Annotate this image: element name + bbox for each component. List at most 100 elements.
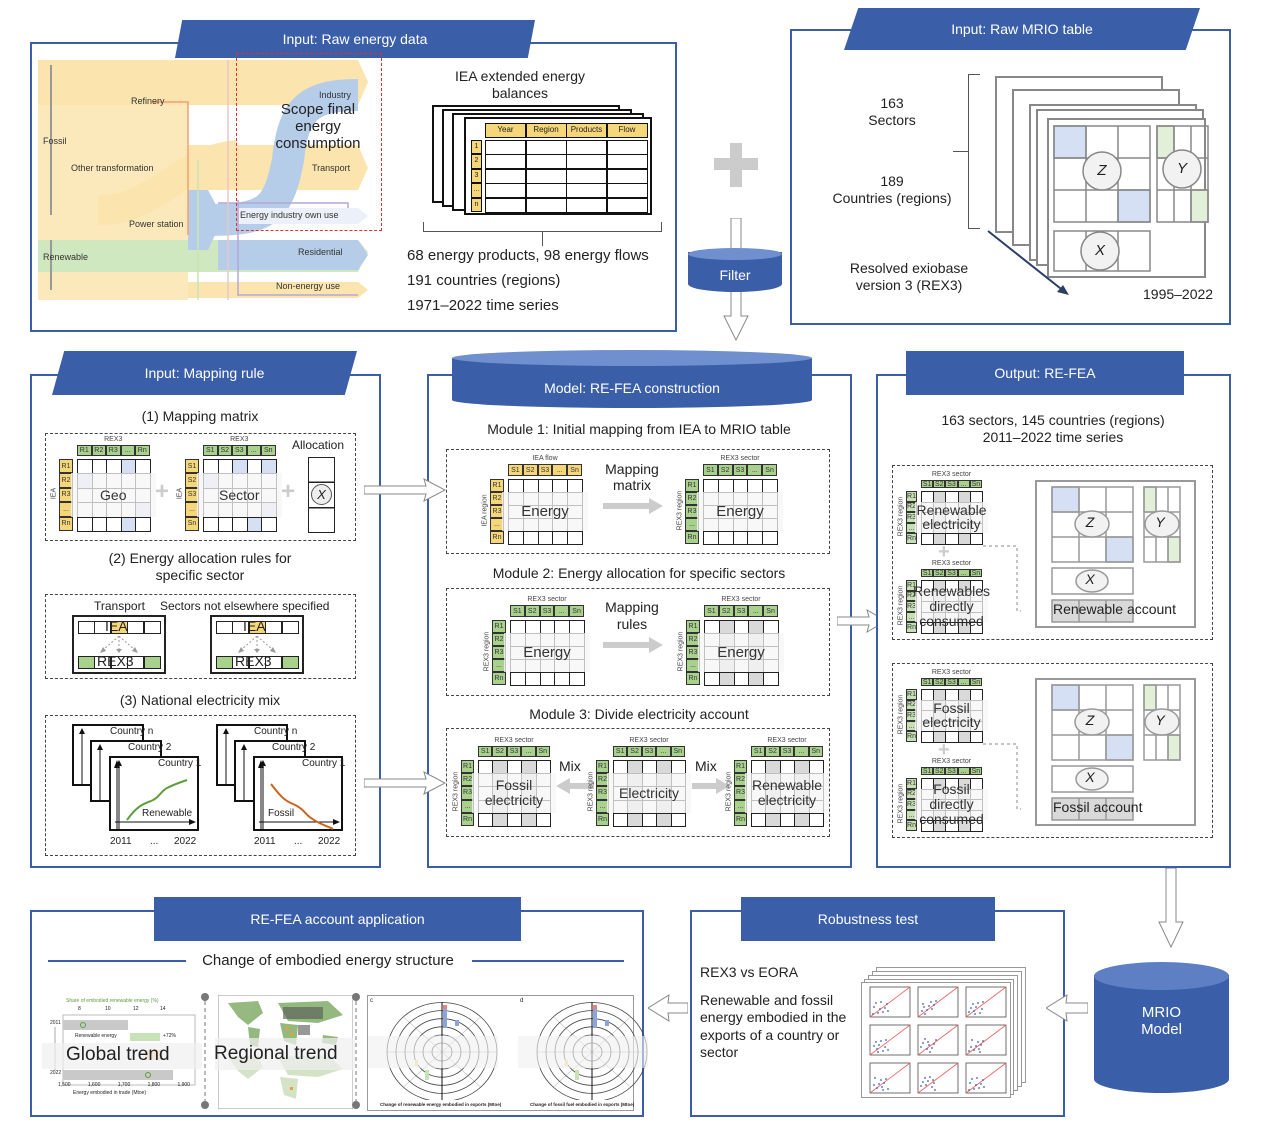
column-header: Sn	[261, 445, 276, 456]
overlay-band	[215, 1038, 355, 1070]
matrix-cell	[751, 812, 767, 827]
sankey-label-non-energy-use: Non-energy use	[276, 281, 341, 291]
year-end-label: 2022	[318, 836, 341, 847]
matrix-label: Energy	[502, 492, 588, 531]
matrix-cell	[569, 620, 585, 634]
stat-products-flows: 68 energy products, 98 energy flows	[407, 247, 649, 264]
row-header: R1	[906, 491, 917, 502]
module3-title: Module 3: Divide electricity account	[529, 706, 749, 722]
country-chart-frame	[253, 756, 343, 831]
y-matrix-label: Y	[1176, 160, 1187, 177]
row-axis-label: IEA region	[481, 493, 489, 527]
column-header: Rn	[135, 445, 150, 456]
matrix-caption: REX3 sector	[931, 560, 972, 567]
output-scope-line2: 2011–2022 time series	[982, 429, 1124, 445]
matrix-cell	[524, 620, 541, 634]
table-cell	[606, 197, 648, 213]
module2-title: Module 2: Energy allocation for specific…	[492, 565, 786, 581]
matrix-cell	[535, 812, 551, 827]
matrix-cell	[748, 620, 765, 634]
matrix-cell	[751, 760, 767, 775]
separator-dots	[201, 993, 209, 1109]
time-arrow-icon	[987, 230, 1069, 295]
transport-label: Transport	[94, 599, 145, 613]
row-header: Rn	[59, 516, 73, 531]
scope-dashed-box	[236, 53, 382, 231]
column-header: ...	[552, 464, 568, 476]
column-header: S1	[751, 746, 766, 757]
column-header: S3	[945, 480, 958, 488]
row-header: Rn	[492, 672, 506, 685]
matrix-cell	[522, 479, 539, 493]
column-header: R3	[106, 445, 121, 456]
column-header: Sn	[762, 464, 777, 476]
matrix-cell	[77, 459, 93, 475]
rex3-label: REX3	[235, 653, 272, 669]
year-end-label: 2022	[174, 836, 197, 847]
overlay-band	[368, 1036, 498, 1068]
matrix-cell	[613, 812, 629, 827]
column-header: Sn	[567, 464, 582, 476]
allocation-label: Allocation	[292, 438, 345, 452]
matrix-cell	[217, 459, 233, 475]
column-header: S1	[510, 605, 525, 617]
matrix-cell	[957, 533, 971, 545]
module1-title: Module 1: Initial mapping from IEA to MR…	[487, 421, 791, 437]
matrix-cell	[779, 812, 796, 827]
allocation-rules-heading: (2) Energy allocation rules for specific…	[108, 550, 292, 583]
column-header: S3	[945, 767, 958, 775]
overlay-band	[518, 1036, 648, 1068]
filter-cylinder-top	[688, 248, 782, 260]
matrix-cell	[492, 760, 508, 775]
column-header: ...	[656, 746, 671, 757]
matrix-cell	[522, 531, 539, 545]
account-label: Fossil account	[1053, 799, 1143, 815]
plus-icon: +	[155, 478, 170, 505]
year-start-label: 2011	[254, 836, 276, 847]
matrix-cell	[539, 620, 556, 634]
row-header: R3	[492, 646, 506, 659]
right-arrow-icon	[692, 778, 730, 794]
z-matrix-label: Z	[1097, 162, 1107, 179]
mapping-rules-label: Mapping rules	[605, 599, 659, 632]
matrix-cell	[552, 531, 569, 545]
left-arrow-icon	[648, 994, 688, 1022]
matrix-cell	[510, 620, 526, 634]
matrix-cell	[539, 672, 556, 686]
table-cell	[606, 140, 648, 155]
country-label: Country 1	[302, 758, 346, 769]
row-axis-label: REX3 region	[677, 631, 685, 671]
column-header: Sn	[670, 746, 685, 757]
regional-trend-label: Regional trend	[214, 1043, 338, 1064]
row-axis-label: REX3 region	[897, 783, 905, 823]
right-arrow-icon	[364, 771, 446, 795]
matrix-cell	[641, 760, 658, 775]
matrix-cell	[217, 516, 233, 532]
matrix-cell	[704, 672, 720, 686]
sectors-count: 163	[880, 95, 904, 111]
row-header: R1	[686, 620, 700, 633]
column-header: ...	[748, 605, 764, 617]
stat-countries: 191 countries (regions)	[407, 272, 561, 289]
mrio-model-line2: Model	[1141, 1021, 1182, 1038]
scatter-sheet	[861, 982, 1011, 1098]
table-cell	[566, 183, 607, 199]
matrix-cell	[794, 760, 810, 775]
global-top-tick: 14	[160, 1006, 166, 1012]
right-arrow-icon	[603, 498, 663, 514]
matrix-cell	[203, 516, 219, 532]
robustness-description: Renewable and fossil energy embodied in …	[700, 992, 847, 1060]
scope-label: Scope final energy consumption	[275, 101, 361, 152]
account-box	[892, 663, 1213, 838]
panel-letter: d	[520, 998, 524, 1004]
matrix-cell	[670, 760, 686, 775]
column-header: S2	[492, 746, 507, 757]
column-header: S1	[704, 605, 719, 617]
country-label: Country n	[254, 726, 298, 737]
matrix-cell	[508, 479, 524, 493]
row-axis-label: REX3 region	[897, 694, 905, 734]
matrix-cell	[670, 812, 686, 827]
column-header: S1	[203, 445, 218, 456]
mapping-matrix-label: Mapping matrix	[605, 461, 659, 493]
table-cell	[566, 168, 607, 184]
